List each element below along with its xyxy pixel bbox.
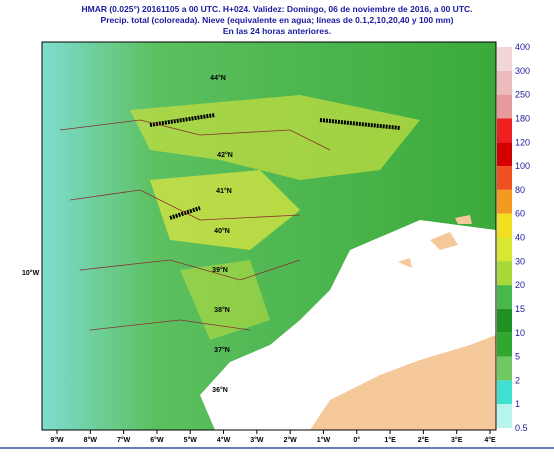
colorbar-segment	[497, 261, 512, 286]
land-islands	[398, 215, 472, 268]
colorbar-label: 1	[515, 399, 520, 409]
title-line: En las 24 horas anteriores.	[223, 26, 331, 36]
lat-label: 38°N	[214, 306, 230, 314]
colorbar-segment	[497, 356, 512, 381]
lon-label: 4°E	[484, 436, 496, 444]
colorbar-label: 2	[515, 375, 520, 385]
lon-label: 3°W	[250, 436, 264, 444]
lat-label: 36°N	[212, 386, 228, 394]
colorbar-segment	[497, 166, 512, 190]
colorbar-segment	[497, 118, 512, 143]
colorbar-label: 0.5	[515, 423, 528, 433]
lon-label: 7°W	[117, 436, 131, 444]
snow-contours	[149, 113, 401, 220]
colorbar-segment	[497, 70, 512, 95]
colorbar-segment	[497, 94, 512, 119]
colorbar-label: 20	[515, 280, 525, 290]
colorbar-segment	[497, 237, 512, 262]
colorbar-segment	[497, 47, 512, 71]
lat-label: 42°N	[217, 151, 233, 159]
colorbar-label: 120	[515, 137, 530, 147]
colorbar-label: 100	[515, 161, 530, 171]
colorbar-label: 300	[515, 66, 530, 76]
colorbar-label: 80	[515, 185, 525, 195]
lon-label: 1°W	[317, 436, 331, 444]
colorbar-label: 400	[515, 42, 530, 52]
title-line: Precip. total (coloreada). Nieve (equiva…	[101, 15, 454, 25]
lat-label: 44°N	[210, 74, 226, 82]
colorbar-label: 5	[515, 352, 520, 362]
lat-label: 40°N	[214, 227, 230, 235]
lon-label: 0°	[353, 436, 360, 444]
lon-label: 6°W	[150, 436, 164, 444]
lon-label: 1°E	[384, 436, 396, 444]
colorbar-label: 40	[515, 233, 525, 243]
colorbar-segment	[497, 285, 512, 309]
lon-label: 3°E	[451, 436, 463, 444]
lat-label: 37°N	[214, 346, 230, 354]
colorbar-label: 250	[515, 90, 530, 100]
precip-area	[130, 95, 420, 180]
colorbar-segment	[497, 142, 512, 167]
lat-label: 41°N	[216, 187, 232, 195]
colorbar-label: 15	[515, 304, 525, 314]
map-frame	[41, 41, 497, 431]
lon-label: 2°W	[283, 436, 297, 444]
colorbar-segment	[497, 380, 512, 405]
land-africa	[310, 335, 496, 430]
colorbar-label: 10	[515, 328, 525, 338]
lon-label: 8°W	[84, 436, 98, 444]
colorbar-segment	[497, 332, 512, 357]
borders	[59, 119, 331, 331]
lon-label: 2°E	[418, 436, 430, 444]
lat-label: 39°N	[212, 266, 228, 274]
west-label: 10°W	[22, 269, 40, 277]
lon-label: 5°W	[184, 436, 198, 444]
colorbar-label: 180	[515, 113, 530, 123]
colorbar-segment	[497, 189, 512, 214]
colorbar-label: 30	[515, 256, 525, 266]
colorbar-segment	[497, 308, 512, 333]
precip-area	[150, 170, 300, 250]
colorbar-segment	[497, 213, 512, 238]
colorbar-segment	[497, 404, 512, 428]
map	[41, 41, 497, 431]
colorbar-label: 60	[515, 209, 525, 219]
lon-label: 4°W	[217, 436, 231, 444]
precip-area	[180, 260, 270, 340]
title-line: HMAR (0.025°) 20161105 a 00 UTC. H+024. …	[81, 4, 472, 14]
lon-label: 9°W	[50, 436, 64, 444]
